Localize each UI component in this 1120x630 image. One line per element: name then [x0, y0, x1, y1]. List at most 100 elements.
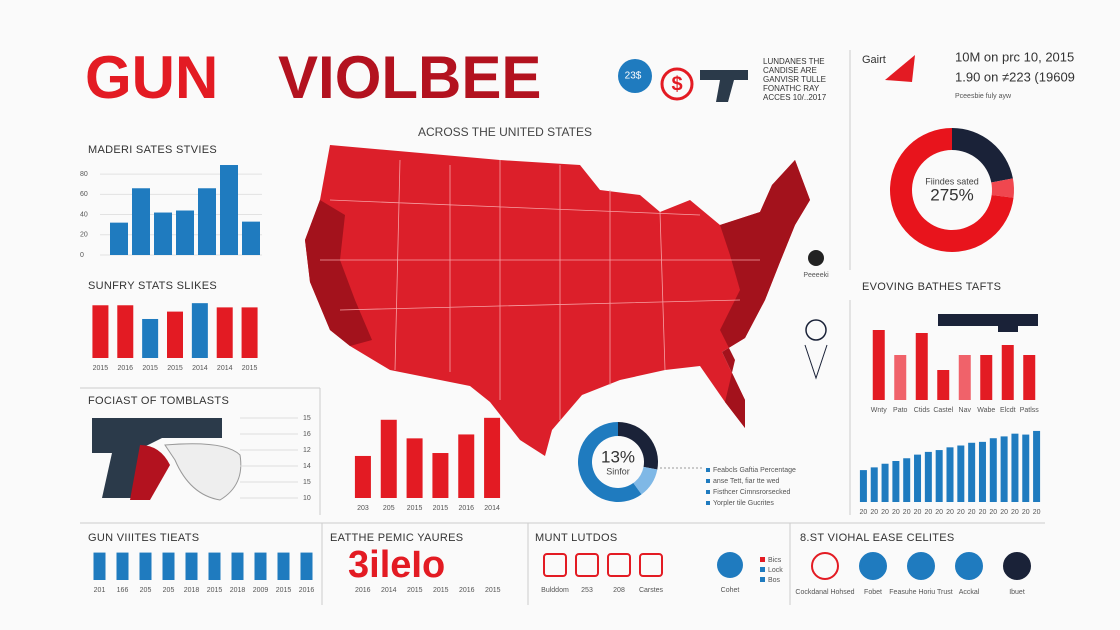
- icon: [575, 553, 599, 577]
- stat-note: Pceesbie fuly ayw: [955, 93, 1012, 100]
- year-label: 2014: [381, 587, 397, 594]
- icon-label: Cohet: [721, 587, 740, 594]
- stat-arrow: [885, 55, 915, 82]
- year-label: 2016: [355, 587, 371, 594]
- year-label: 2015: [407, 587, 423, 594]
- x-tick-label: Pato: [893, 407, 908, 414]
- title-red: GUN: [85, 44, 218, 111]
- bar: [859, 470, 867, 502]
- section-title: MADERI SATES STVIES: [88, 144, 217, 156]
- x-tick-label: 201: [94, 587, 106, 594]
- legend-swatch: [706, 479, 710, 483]
- x-tick-label: 2015: [242, 365, 258, 372]
- gun-image: [92, 418, 222, 498]
- badge: 23$: [625, 71, 642, 82]
- bar: [242, 221, 260, 255]
- x-tick-label: 20: [1033, 509, 1041, 516]
- bar: [1000, 436, 1008, 502]
- section-title: EVOVING BATHES TAFTS: [862, 281, 1001, 293]
- donut-segment: [633, 466, 658, 495]
- x-tick-label: 20: [957, 509, 965, 516]
- bar: [915, 333, 928, 400]
- legend-swatch: [760, 567, 765, 572]
- bar: [957, 445, 965, 502]
- bar: [1001, 345, 1014, 400]
- icon-row: Cockdanal Hohsed Fobet Feasuhe Horiu Trust…: [795, 552, 1031, 596]
- section-title: FOCIAST OF TOMBLASTS: [88, 395, 229, 407]
- tick-label: 12: [303, 447, 311, 454]
- tick-label: 15: [303, 415, 311, 422]
- bar: [937, 370, 950, 400]
- x-tick-label: 20: [903, 509, 911, 516]
- icon-row: Bulddom 253 208 Carstes Cohet Bics Lock Bos: [541, 552, 783, 594]
- note-line: CANDISE ARE: [763, 66, 817, 75]
- note-line: GANVISR TULLE: [763, 75, 826, 84]
- bar: [167, 311, 183, 358]
- bar: [968, 442, 976, 502]
- x-tick-label: Wnty: [871, 407, 887, 414]
- x-tick-label: 2018: [230, 587, 246, 594]
- icon-label: 253: [581, 587, 593, 594]
- center-label: Sinfor: [606, 466, 630, 476]
- dollar-icon: [660, 67, 694, 101]
- big-number: 3ileIo: [348, 544, 445, 586]
- y-tick-label: 0: [80, 252, 84, 259]
- legend-swatch: [706, 468, 710, 472]
- x-tick-label: 205: [140, 587, 152, 594]
- bar: [380, 419, 397, 498]
- bar: [484, 417, 501, 498]
- tick-label: 10: [303, 495, 311, 502]
- legend-label: Yorpler tile Gucrites: [713, 500, 774, 507]
- icon-label: Fobet: [864, 589, 882, 596]
- section-title: EATTHE PEMIC YAURES: [330, 532, 463, 544]
- x-tick-label: 20: [1022, 509, 1030, 516]
- section-title: GUN VIIITES TIEATS: [88, 532, 199, 544]
- stat-line: 1.90 on ≠223 (19609: [955, 69, 1075, 84]
- stat-label: Gairt: [862, 54, 886, 66]
- bar: [191, 303, 208, 358]
- x-tick-label: 205: [163, 587, 175, 594]
- legend-label: anse Tett, fiar tte wed: [713, 478, 780, 485]
- dollar-sign: $: [671, 73, 682, 95]
- note-line: ACCES 10/..2017: [763, 93, 827, 102]
- gun-grip: [164, 443, 242, 501]
- bar: [300, 552, 313, 580]
- y-tick-label: 40: [80, 211, 88, 218]
- bar: [978, 441, 986, 502]
- x-tick-label: 2015: [407, 505, 423, 512]
- icon: [1003, 552, 1031, 580]
- us-map: [305, 145, 810, 456]
- bar: [1022, 434, 1030, 502]
- x-tick-label: 20: [935, 509, 943, 516]
- bar: [216, 307, 233, 358]
- center-label: 13%: [601, 447, 635, 466]
- bar: [1011, 433, 1019, 502]
- gun-icon: [938, 314, 1038, 332]
- stat-line: 10M on prc 10, 2015: [955, 49, 1074, 64]
- donut-segment: [952, 128, 1013, 183]
- bar: [406, 438, 423, 498]
- bar: [254, 552, 267, 580]
- bar: [892, 461, 900, 502]
- tick-label: 16: [303, 431, 311, 438]
- bar: [914, 454, 922, 502]
- bar: [162, 552, 175, 580]
- icon: [859, 552, 887, 580]
- bar: [894, 355, 907, 400]
- note-line: FONATHC RAY: [763, 84, 820, 93]
- bar: [946, 447, 954, 502]
- state-borders: [320, 159, 760, 420]
- bar: [139, 552, 152, 580]
- x-tick-label: Ctids: [914, 407, 930, 414]
- bar: [92, 305, 109, 358]
- x-tick-label: 20: [860, 509, 868, 516]
- bar: [354, 455, 371, 498]
- x-tick-label: Elcdt: [1000, 407, 1016, 414]
- subtitle: ACROSS THE UNITED STATES: [418, 125, 592, 139]
- x-tick-label: 20: [968, 509, 976, 516]
- tick-label: 15: [303, 479, 311, 486]
- bar: [277, 552, 290, 580]
- x-tick-label: 2014: [217, 365, 233, 372]
- bar: [231, 552, 244, 580]
